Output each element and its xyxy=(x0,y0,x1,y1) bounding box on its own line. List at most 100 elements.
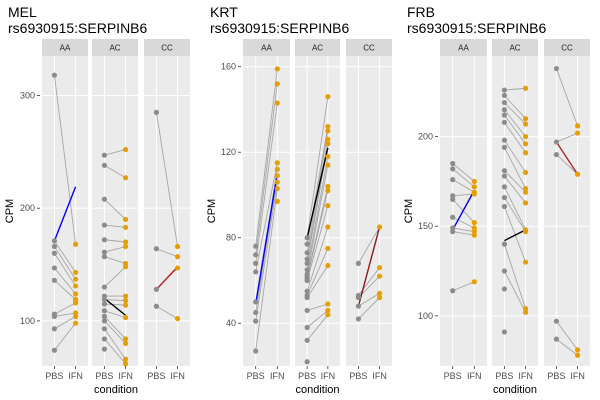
pbs-point-frb-aa-8 xyxy=(450,288,456,294)
pair-line-frb-aa-7 xyxy=(452,231,475,236)
ifn-point-frb-ac-6 xyxy=(522,169,529,176)
ifn-point-mel-ac-12 xyxy=(122,336,129,342)
pbs-point-krt-ac-16 xyxy=(304,359,310,365)
ifn-point-frb-aa-4 xyxy=(471,220,477,226)
y-axis-title-mel: CPM xyxy=(4,199,16,223)
y-tick-label-krt-40: 40 xyxy=(226,318,236,328)
pair-line-frb-aa-6 xyxy=(452,227,475,233)
pbs-point-mel-cc-3 xyxy=(153,303,160,309)
ifn-point-mel-aa-9 xyxy=(72,320,79,326)
pair-line-krt-ac-0 xyxy=(306,96,329,238)
pair-line-frb-ac-7 xyxy=(504,147,526,189)
y-tick-label-krt-80: 80 xyxy=(226,233,236,243)
pbs-point-krt-ac-13 xyxy=(304,307,310,314)
pair-line-mel-ac-10 xyxy=(104,303,126,306)
pbs-point-frb-aa-2 xyxy=(450,177,456,183)
pbs-point-mel-cc-2 xyxy=(153,286,160,292)
ifn-point-krt-ac-4 xyxy=(325,141,331,147)
facet-strip-mel-ac xyxy=(92,39,138,56)
ifn-point-frb-ac-4 xyxy=(522,141,529,147)
pbs-point-frb-aa-4 xyxy=(450,196,456,202)
ifn-point-mel-ac-14 xyxy=(122,356,129,362)
pbs-point-krt-ac-10 xyxy=(304,288,310,294)
x-tick-label-frb-ac-pbs: PBS xyxy=(495,371,513,381)
ifn-point-krt-ac-11 xyxy=(325,245,331,252)
ifn-point-mel-ac-1 xyxy=(122,175,129,181)
x-tick-label-mel-aa-pbs: PBS xyxy=(45,371,63,381)
facet-strip-mel-aa xyxy=(42,39,88,56)
ifn-point-krt-aa-7 xyxy=(274,185,280,192)
pair-line-mel-ac-0 xyxy=(104,149,126,156)
facet-strip-mel-cc xyxy=(144,39,190,56)
pbs-point-mel-aa-8 xyxy=(51,326,58,332)
pair-line-frb-cc-3 xyxy=(556,320,578,351)
pbs-point-krt-aa-7 xyxy=(253,348,259,354)
pair-line-mel-aa-4 xyxy=(54,267,76,295)
panel-bg-mel-aa xyxy=(42,56,88,366)
pair-line-mel-aa-1 xyxy=(54,240,76,273)
pbs-point-mel-ac-1 xyxy=(101,162,108,168)
pbs-point-frb-ac-9 xyxy=(501,173,508,179)
ifn-point-krt-cc-0 xyxy=(376,224,383,230)
facet-mel-ac: AC PBS IFN xyxy=(92,39,138,381)
facet-strip-frb-aa xyxy=(440,39,487,56)
pair-line-mel-aa-3 xyxy=(54,253,76,287)
pbs-point-krt-aa-2 xyxy=(253,260,259,266)
pair-line-krt-cc-3 xyxy=(358,292,380,307)
ifn-point-krt-ac-6 xyxy=(325,162,331,168)
pair-line-mel-cc-1 xyxy=(156,248,178,258)
pbs-point-mel-aa-4 xyxy=(51,265,58,271)
ifn-point-mel-ac-3 xyxy=(122,224,129,230)
ifn-point-krt-aa-2 xyxy=(274,100,280,106)
facet-label-krt-cc: CC xyxy=(363,44,375,53)
pair-line-mel-ac-13 xyxy=(104,320,126,344)
chart-title-krt: KRT xyxy=(210,4,238,20)
pbs-point-mel-ac-15 xyxy=(101,336,108,342)
x-tick-label-mel-cc-pbs: PBS xyxy=(147,371,165,381)
mean-line-krt-cc xyxy=(357,226,381,307)
x-tick-label-krt-ac-pbs: PBS xyxy=(298,371,316,381)
pbs-point-mel-ac-5 xyxy=(101,249,108,255)
pbs-point-mel-aa-9 xyxy=(51,347,58,353)
pbs-point-frb-ac-16 xyxy=(501,329,508,335)
pbs-point-krt-cc-4 xyxy=(355,316,362,322)
panel-bg-mel-ac xyxy=(92,56,138,366)
pbs-point-mel-ac-7 xyxy=(101,284,108,290)
pbs-point-mel-cc-1 xyxy=(153,246,160,252)
pbs-point-frb-cc-3 xyxy=(553,318,560,324)
mean-line-krt-aa xyxy=(254,173,279,305)
pbs-point-krt-aa-4 xyxy=(253,299,259,305)
ifn-point-krt-ac-9 xyxy=(325,203,331,209)
x-tick-label-mel-cc-ifn: IFN xyxy=(170,371,185,381)
facet-frb-ac: AC PBS IFN xyxy=(492,39,538,381)
y-axis-title-frb: CPM xyxy=(403,199,415,223)
y-tick-label-mel-300: 300 xyxy=(20,90,35,100)
x-axis-title-mel: condition xyxy=(94,384,138,396)
chart-subtitle-frb: rs6930915:SERPINB6 xyxy=(407,20,547,36)
pair-line-frb-cc-1 xyxy=(556,132,578,143)
ifn-point-frb-ac-2 xyxy=(522,121,529,127)
facet-label-mel-ac: AC xyxy=(109,44,120,53)
pbs-point-frb-ac-4 xyxy=(501,112,508,118)
ifn-point-mel-aa-3 xyxy=(72,283,79,289)
facet-frb-aa: AA PBS IFN xyxy=(440,39,487,381)
pbs-point-frb-ac-1 xyxy=(501,92,508,99)
pbs-point-frb-aa-7 xyxy=(450,229,456,235)
ifn-point-krt-aa-8 xyxy=(274,198,280,204)
pbs-point-frb-ac-12 xyxy=(501,203,508,210)
facet-strip-frb-ac xyxy=(492,39,538,56)
pair-line-frb-ac-3 xyxy=(504,109,526,137)
pbs-point-krt-ac-0 xyxy=(304,235,310,241)
panel-bg-krt-cc xyxy=(346,56,392,366)
pair-line-mel-ac-15 xyxy=(104,338,126,365)
y-tick-label-frb-200: 200 xyxy=(418,132,433,142)
pbs-point-krt-ac-3 xyxy=(304,256,310,262)
pbs-point-frb-ac-8 xyxy=(501,168,508,174)
x-tick-label-krt-cc-ifn: IFN xyxy=(372,371,387,381)
pbs-point-mel-ac-12 xyxy=(101,313,108,319)
pair-line-krt-ac-15 xyxy=(306,314,329,341)
ifn-point-krt-cc-1 xyxy=(376,265,383,271)
